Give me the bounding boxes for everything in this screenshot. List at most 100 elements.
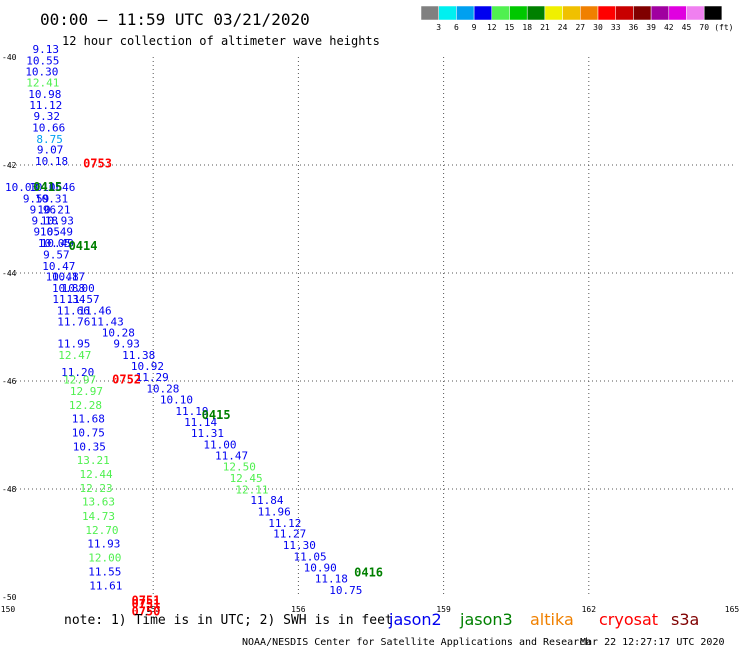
wave-height-value: 11.27 [273, 528, 306, 541]
y-tick-label: -48 [2, 485, 17, 494]
chart-title: 00:00 – 11:59 UTC 03/21/2020 [40, 10, 310, 29]
colorbar-tick-label: 9 [472, 23, 477, 32]
footer-timestamp: Mar 22 12:27:17 UTC 2020 [580, 637, 725, 648]
colorbar-swatch [597, 5, 616, 21]
colorbar-tick-label: 21 [540, 23, 550, 32]
wave-height-value: 12.97 [70, 385, 103, 398]
wave-height-value: 10.48 [46, 271, 79, 284]
colorbar-tick-label: 15 [505, 23, 515, 32]
wave-height-value: 11.57 [66, 293, 99, 306]
footer-credit: NOAA/NESDIS Center for Satellite Applica… [242, 637, 591, 648]
wave-height-value: 11.96 [258, 505, 291, 518]
colorbar-swatch [633, 5, 652, 21]
wave-height-value: 11.12 [268, 517, 301, 530]
wave-height-value: 10.55 [26, 55, 59, 68]
wave-height-value: 13.21 [77, 454, 110, 467]
wave-height-value: 10.10 [160, 394, 193, 407]
colorbar-swatch [456, 5, 475, 21]
wave-height-value: 9.07 [37, 144, 64, 157]
wave-height-value: 9.05 [33, 226, 60, 239]
wave-height-value: 11.38 [122, 349, 155, 362]
wave-height-value: 9.18 [32, 214, 59, 227]
wave-height-value: 10.90 [304, 562, 337, 575]
wave-height-value: 9.93 [113, 338, 140, 351]
wave-height-value: 11.00 [203, 439, 236, 452]
wave-height-value: 10.88 [52, 282, 85, 295]
wave-height-value: 12.44 [80, 468, 113, 481]
wave-height-value: 10.35 [73, 441, 106, 454]
colorbar-tick-label: 6 [454, 23, 459, 32]
wave-height-value: 10.30 [25, 65, 58, 78]
wave-height-value: 11.95 [57, 338, 90, 351]
wave-height-value: 10.28 [146, 382, 179, 395]
data-points: 9.1310.5510.3012.4110.9811.129.3210.668.… [5, 43, 362, 597]
wave-height-value: 11.14 [184, 416, 217, 429]
satellite-legend: jason2 jason3 altika cryosat s3a [388, 610, 699, 629]
wave-height-value: 8.75 [36, 133, 63, 146]
colorbar-swatch [526, 5, 546, 21]
wave-height-value: 11.19 [175, 405, 208, 418]
colorbar-tick-label: 33 [611, 23, 621, 32]
satellite-legend-item: altika [530, 610, 574, 629]
pass-time-label: 0415 [33, 180, 62, 194]
x-tick-label: 156 [291, 605, 306, 614]
wave-height-value: 10.21 [37, 204, 70, 217]
wave-height-value: 12.11 [235, 483, 268, 496]
wave-height-value: 10.75 [329, 584, 362, 597]
wave-height-value: 11.66 [57, 305, 90, 318]
wave-height-value: 12.97 [63, 374, 96, 387]
x-tick-label: 162 [582, 605, 597, 614]
pass-time-label: 0750 [131, 604, 160, 618]
wave-height-value: 10.75 [72, 427, 105, 440]
wave-height-value: 11.05 [293, 550, 326, 563]
wave-height-value: 11.61 [89, 579, 122, 592]
wave-height-value: 11.29 [136, 371, 169, 384]
wave-height-value: 9.13 [33, 43, 60, 56]
colorbar-tick-label: 42 [664, 23, 674, 32]
y-tick-label: -44 [2, 269, 17, 278]
wave-height-value: 12.28 [69, 399, 102, 412]
colorbar-swatch [703, 5, 723, 21]
wave-height-value: 11.68 [72, 413, 105, 426]
colorbar-swatch [491, 5, 510, 21]
colorbar-tick-label: 24 [558, 23, 568, 32]
colorbar-swatch [420, 5, 439, 21]
colorbar-legend: 3 6 9 12 15 18 21 24 27 30 33 36 39 42 45 70 (ft) [420, 5, 733, 32]
wave-height-value: 10.47 [42, 260, 75, 273]
wave-height-value: 9.32 [33, 110, 60, 123]
pass-time-label: 0752 [112, 373, 141, 387]
satellite-legend-item: jason3 [459, 610, 513, 629]
y-tick-label: -46 [2, 377, 17, 386]
colorbar-tick-label: 70 [699, 23, 709, 32]
y-tick-label: -42 [2, 161, 17, 170]
colorbar-tick-label: 39 [646, 23, 656, 32]
wave-height-value: 10.05 [38, 237, 71, 250]
wave-height-value: 10.98 [28, 88, 61, 101]
pass-time-label: 0753 [83, 157, 112, 171]
pass-time-label: 0751 [131, 594, 160, 608]
wave-height-value: 11.46 [79, 305, 112, 318]
x-tick-label: 150 [1, 605, 16, 614]
wave-height-value: 12.23 [80, 482, 113, 495]
plot-grid [8, 57, 734, 597]
wave-height-value: 12.70 [85, 524, 118, 537]
wave-height-value: 11.18 [315, 572, 348, 585]
colorbar-swatch [509, 5, 528, 21]
wave-height-value: 11.20 [61, 366, 94, 379]
colorbar-swatch [650, 5, 670, 21]
wave-height-value: 10.66 [32, 122, 65, 135]
wave-height-value: 10.17 [52, 271, 85, 284]
colorbar-tick-label: 12 [487, 23, 497, 32]
wave-height-value: 12.47 [58, 349, 91, 362]
x-tick-label: 159 [436, 605, 451, 614]
satellite-legend-item: cryosat [599, 610, 658, 629]
satellite-legend-item: jason2 [388, 610, 442, 629]
pass-time-label: 0415 [202, 408, 231, 422]
colorbar-tick-label: 30 [593, 23, 603, 32]
footer-note: note: 1) Time is in UTC; 2) SWH is in fe… [64, 613, 393, 628]
colorbar-swatch [438, 5, 457, 21]
axis-ticks: -40 -42 -44 -46 -48 -50 150 153 156 159 162 165 [1, 53, 740, 614]
x-tick-label: 165 [725, 605, 740, 614]
